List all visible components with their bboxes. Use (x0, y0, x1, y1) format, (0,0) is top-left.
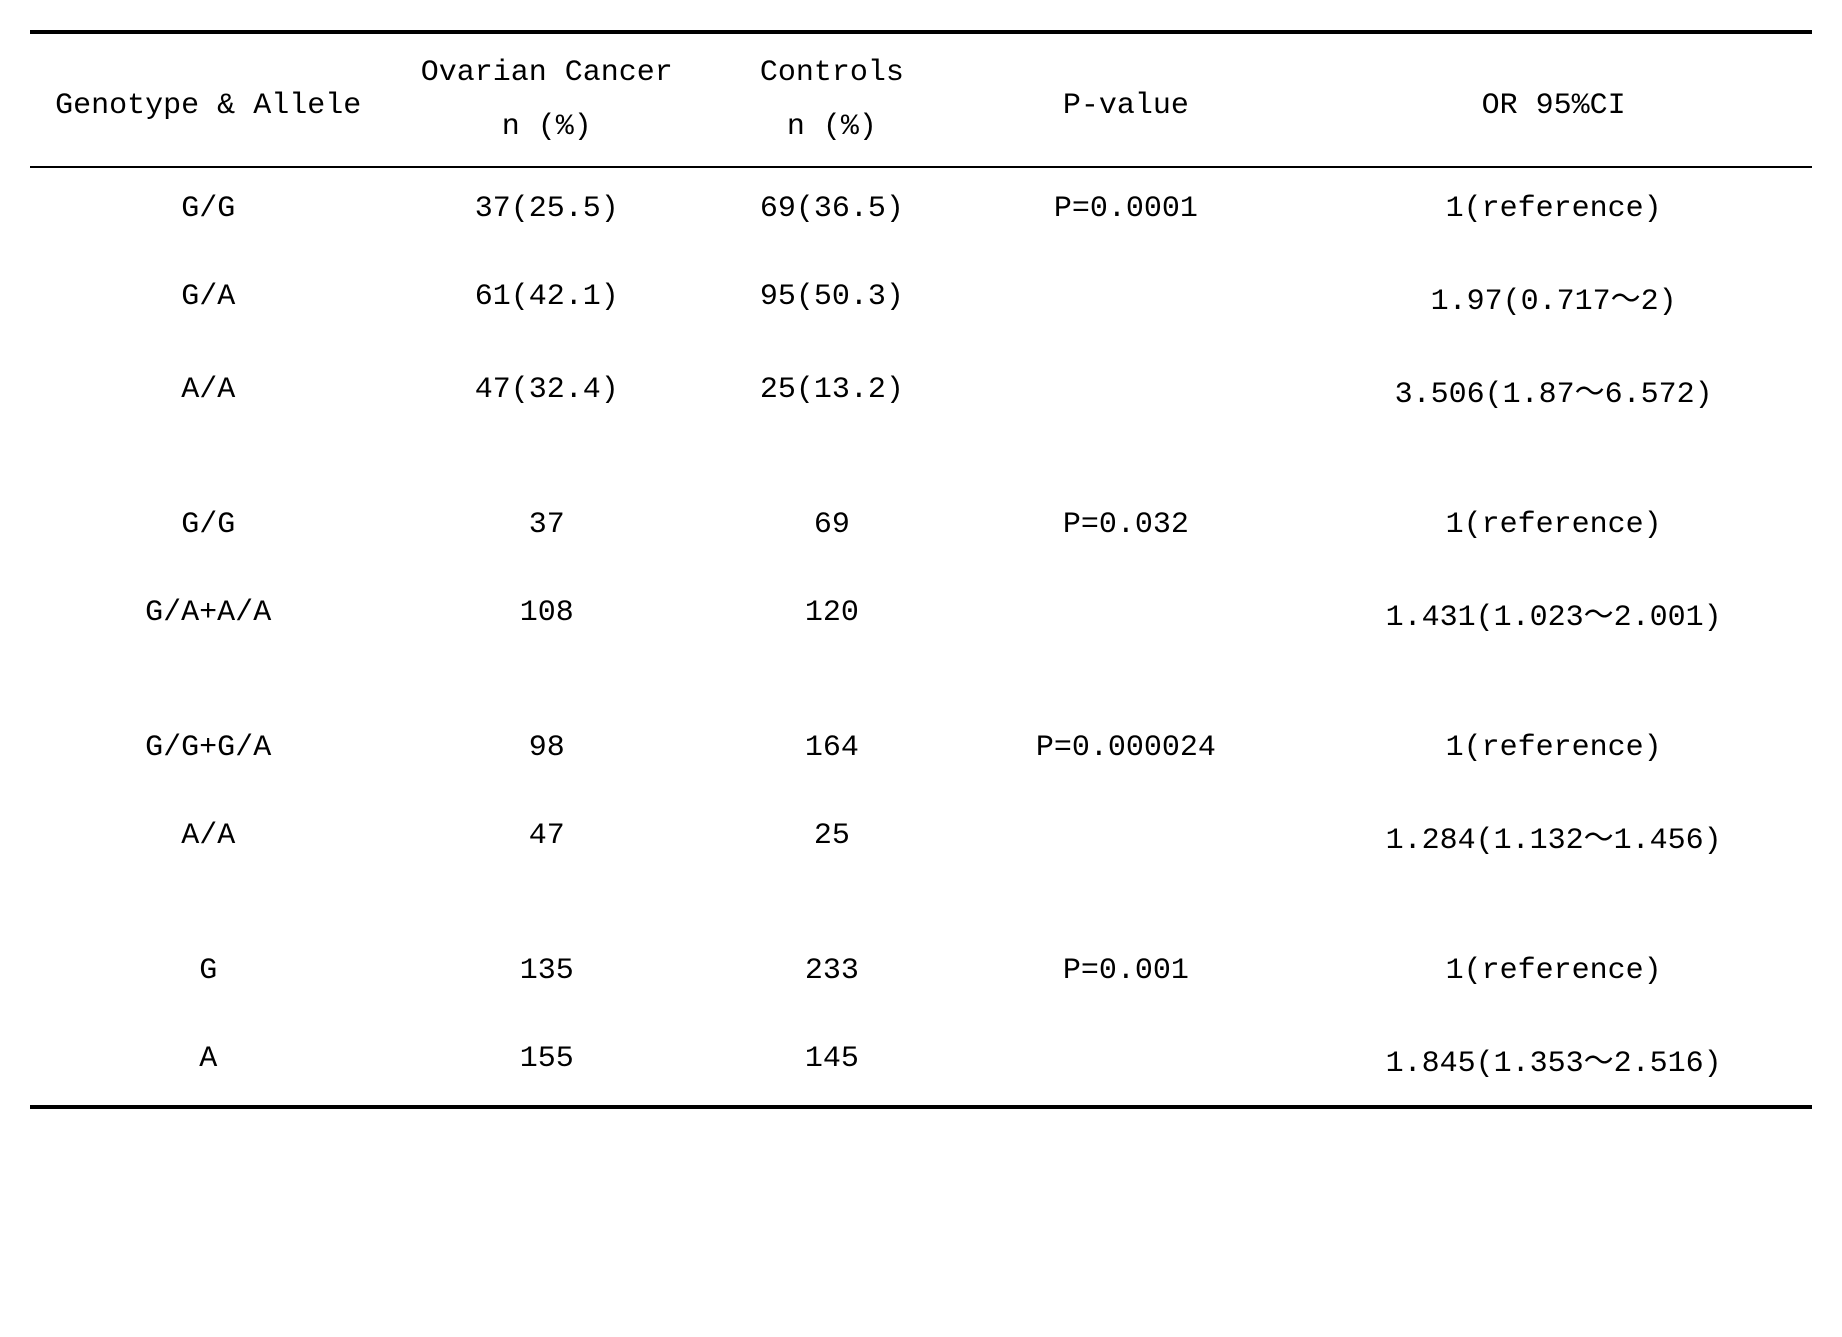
cell-or95: 1(reference) (1295, 167, 1812, 250)
header-controls-top: Controls (707, 32, 956, 100)
table-row: A155145 1.845(1.353～2.516) (30, 1012, 1812, 1107)
cell-controls: 69 (707, 484, 956, 566)
cell-ovarian: 37(25.5) (386, 167, 707, 250)
cell-ovarian: 135 (386, 930, 707, 1012)
cell-or95: 1(reference) (1295, 484, 1812, 566)
cell-pvalue (957, 343, 1296, 436)
cell-or95: 1.431(1.023～2.001) (1295, 566, 1812, 659)
table-row: G/A61(42.1)95(50.3) 1.97(0.717～2) (30, 250, 1812, 343)
cell-controls: 95(50.3) (707, 250, 956, 343)
cell-genotype: G/G+G/A (30, 707, 386, 789)
cell-pvalue (957, 789, 1296, 882)
genotype-table: Genotype & Allele Ovarian Cancer Control… (30, 30, 1812, 1109)
cell-or95: 1.97(0.717～2) (1295, 250, 1812, 343)
cell-pvalue: P=0.032 (957, 484, 1296, 566)
table-body: G/G37(25.5)69(36.5)P=0.00011(reference)G… (30, 167, 1812, 1107)
cell-ovarian: 155 (386, 1012, 707, 1107)
cell-genotype: G/G (30, 167, 386, 250)
cell-or95: 3.506(1.87～6.572) (1295, 343, 1812, 436)
table-row: G135233P=0.0011(reference) (30, 930, 1812, 1012)
cell-controls: 69(36.5) (707, 167, 956, 250)
table-row: G/G37(25.5)69(36.5)P=0.00011(reference) (30, 167, 1812, 250)
cell-or95: 1.284(1.132～1.456) (1295, 789, 1812, 882)
cell-genotype: G/A (30, 250, 386, 343)
cell-ovarian: 37 (386, 484, 707, 566)
header-controls-sub: n (%) (707, 100, 956, 167)
header-pvalue: P-value (957, 32, 1296, 167)
cell-controls: 25(13.2) (707, 343, 956, 436)
cell-ovarian: 98 (386, 707, 707, 789)
cell-genotype: A/A (30, 789, 386, 882)
cell-genotype: G/A+A/A (30, 566, 386, 659)
table-row: G/G+G/A98164P=0.0000241(reference) (30, 707, 1812, 789)
cell-or95: 1(reference) (1295, 930, 1812, 1012)
cell-controls: 233 (707, 930, 956, 1012)
table-row: G/G3769P=0.0321(reference) (30, 484, 1812, 566)
header-ovarian-top: Ovarian Cancer (386, 32, 707, 100)
cell-genotype: G/G (30, 484, 386, 566)
cell-genotype: G (30, 930, 386, 1012)
cell-ovarian: 47 (386, 789, 707, 882)
cell-pvalue (957, 566, 1296, 659)
cell-genotype: A (30, 1012, 386, 1107)
header-genotype: Genotype & Allele (30, 32, 386, 167)
header-ovarian-sub: n (%) (386, 100, 707, 167)
cell-pvalue: P=0.000024 (957, 707, 1296, 789)
table-row: A/A4725 1.284(1.132～1.456) (30, 789, 1812, 882)
group-spacer (30, 436, 1812, 484)
cell-controls: 164 (707, 707, 956, 789)
cell-ovarian: 47(32.4) (386, 343, 707, 436)
cell-pvalue (957, 1012, 1296, 1107)
cell-pvalue: P=0.001 (957, 930, 1296, 1012)
cell-ovarian: 108 (386, 566, 707, 659)
cell-genotype: A/A (30, 343, 386, 436)
cell-controls: 145 (707, 1012, 956, 1107)
header-or95: OR 95%CI (1295, 32, 1812, 167)
cell-pvalue: P=0.0001 (957, 167, 1296, 250)
cell-pvalue (957, 250, 1296, 343)
cell-controls: 120 (707, 566, 956, 659)
group-spacer (30, 659, 1812, 707)
cell-or95: 1.845(1.353～2.516) (1295, 1012, 1812, 1107)
table-row: A/A47(32.4)25(13.2) 3.506(1.87～6.572) (30, 343, 1812, 436)
table-row: G/A+A/A108120 1.431(1.023～2.001) (30, 566, 1812, 659)
cell-ovarian: 61(42.1) (386, 250, 707, 343)
group-spacer (30, 882, 1812, 930)
cell-controls: 25 (707, 789, 956, 882)
cell-or95: 1(reference) (1295, 707, 1812, 789)
